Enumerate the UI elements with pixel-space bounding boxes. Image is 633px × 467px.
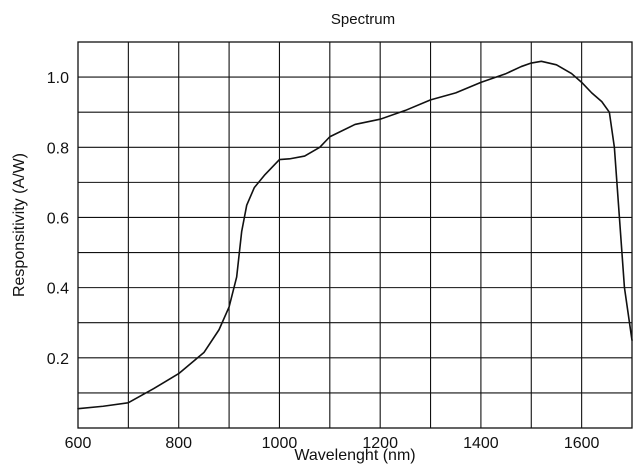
responsivity-line bbox=[77, 60, 633, 410]
x-tick-label: 1200 bbox=[362, 435, 398, 452]
y-tick-label: 0.2 bbox=[47, 351, 69, 368]
x-axis-ticks: 600 800 1000 1200 1400 1600 bbox=[65, 435, 600, 452]
chart-title: Spectrum bbox=[331, 11, 395, 28]
x-axis-label: Wavelenght (nm) bbox=[294, 447, 415, 464]
y-tick-label: 0.8 bbox=[47, 140, 69, 157]
plot-frame bbox=[77, 41, 633, 429]
x-tick-label: 800 bbox=[165, 435, 192, 452]
y-tick-label: 1.0 bbox=[47, 70, 69, 87]
x-tick-label: 1400 bbox=[463, 435, 499, 452]
x-tick-label: 1600 bbox=[564, 435, 600, 452]
x-tick-label: 600 bbox=[65, 435, 92, 452]
y-tick-label: 0.4 bbox=[47, 281, 69, 298]
grid-lines bbox=[78, 42, 632, 428]
y-axis-label: Responsitivity (A/W) bbox=[11, 153, 28, 297]
y-tick-label: 0.6 bbox=[47, 210, 69, 227]
series-layer bbox=[77, 60, 633, 410]
y-axis-ticks: 0.2 0.4 0.6 0.8 1.0 bbox=[47, 70, 69, 368]
x-tick-label: 1000 bbox=[262, 435, 298, 452]
